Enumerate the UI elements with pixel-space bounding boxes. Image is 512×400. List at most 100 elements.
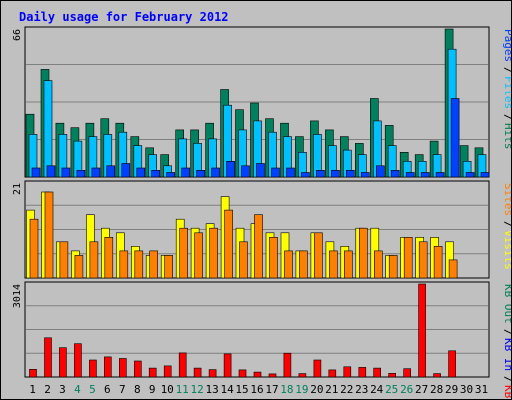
bar <box>74 255 84 279</box>
bar <box>89 241 99 279</box>
bar <box>403 368 412 378</box>
bar <box>196 170 205 178</box>
bar <box>44 191 54 279</box>
bar <box>283 352 292 378</box>
day-label: 30 <box>460 383 473 396</box>
bar <box>373 250 383 279</box>
bar <box>43 80 53 178</box>
bar <box>358 367 367 378</box>
day-label: 28 <box>430 383 443 396</box>
bar <box>106 165 116 178</box>
bar <box>44 337 52 378</box>
bar <box>301 172 310 178</box>
day-label: 9 <box>149 383 156 396</box>
bar <box>420 172 430 178</box>
day-label: 6 <box>104 383 111 396</box>
bar <box>388 255 398 279</box>
bar <box>121 163 131 178</box>
legend-files: Files <box>502 76 511 109</box>
day-label: 10 <box>161 383 174 396</box>
day-label: 24 <box>370 383 384 396</box>
bar <box>448 350 456 378</box>
bar <box>179 227 188 279</box>
bar <box>76 170 86 178</box>
legend-kb-f: KB F <box>502 385 511 399</box>
bar <box>193 367 202 378</box>
bar <box>418 283 426 378</box>
bar <box>74 343 82 378</box>
legend-separator: / <box>502 329 511 336</box>
bar <box>91 167 101 178</box>
day-label: 3 <box>59 383 66 396</box>
bar <box>29 218 39 279</box>
bar <box>239 241 248 279</box>
bar <box>314 232 323 279</box>
bar <box>268 373 277 378</box>
bar <box>450 98 460 178</box>
day-label: 11 <box>176 383 189 396</box>
bar <box>373 367 382 378</box>
bar <box>405 172 415 178</box>
day-label: 17 <box>265 383 278 396</box>
bar <box>59 347 67 378</box>
bar <box>134 360 142 378</box>
bar <box>433 373 441 378</box>
bar <box>59 241 69 279</box>
legend-hits: Hits <box>502 123 511 150</box>
bar <box>313 359 322 378</box>
bar <box>164 255 173 279</box>
bar <box>448 259 458 279</box>
day-label: 18 <box>280 383 293 396</box>
day-label: 20 <box>310 383 323 396</box>
bar <box>181 167 190 178</box>
bar <box>194 232 203 279</box>
bar <box>149 250 158 279</box>
bar <box>89 359 97 378</box>
bar <box>119 358 127 378</box>
legend-separator: / <box>502 376 511 383</box>
legend-visits: Visits <box>502 230 511 270</box>
bar <box>329 250 338 279</box>
bar <box>435 172 445 178</box>
bar <box>136 167 146 178</box>
day-label: 12 <box>190 383 203 396</box>
legend-sites: Sites <box>502 183 511 216</box>
legend-separator: / <box>502 221 511 228</box>
bar <box>284 250 293 279</box>
bar <box>418 241 428 279</box>
day-label: 27 <box>415 383 428 396</box>
bar <box>166 172 175 178</box>
day-label: 23 <box>355 383 368 396</box>
bar <box>286 167 295 178</box>
legend-kb-in: KB In <box>502 338 511 371</box>
bar <box>388 372 397 378</box>
bar <box>358 227 368 279</box>
bar <box>208 369 217 378</box>
bar <box>46 165 56 178</box>
bar <box>31 167 41 178</box>
bar <box>211 167 220 178</box>
day-label: 22 <box>340 383 353 396</box>
legend-separator: / <box>502 114 511 121</box>
bar <box>375 165 385 178</box>
bar <box>298 373 307 378</box>
day-label: 26 <box>400 383 413 396</box>
day-label: 31 <box>475 383 488 396</box>
day-label: 2 <box>44 383 51 396</box>
bar <box>29 368 37 378</box>
bar <box>178 352 187 378</box>
bar <box>223 353 232 378</box>
bar <box>343 366 352 378</box>
bar <box>209 227 218 279</box>
panel-max-label: 21 <box>12 183 23 195</box>
bar <box>299 250 308 279</box>
bar <box>104 356 112 378</box>
bar <box>241 165 250 178</box>
bar <box>343 250 353 279</box>
legend-separator: / <box>502 67 511 74</box>
bar <box>253 371 262 378</box>
bar <box>403 237 413 279</box>
